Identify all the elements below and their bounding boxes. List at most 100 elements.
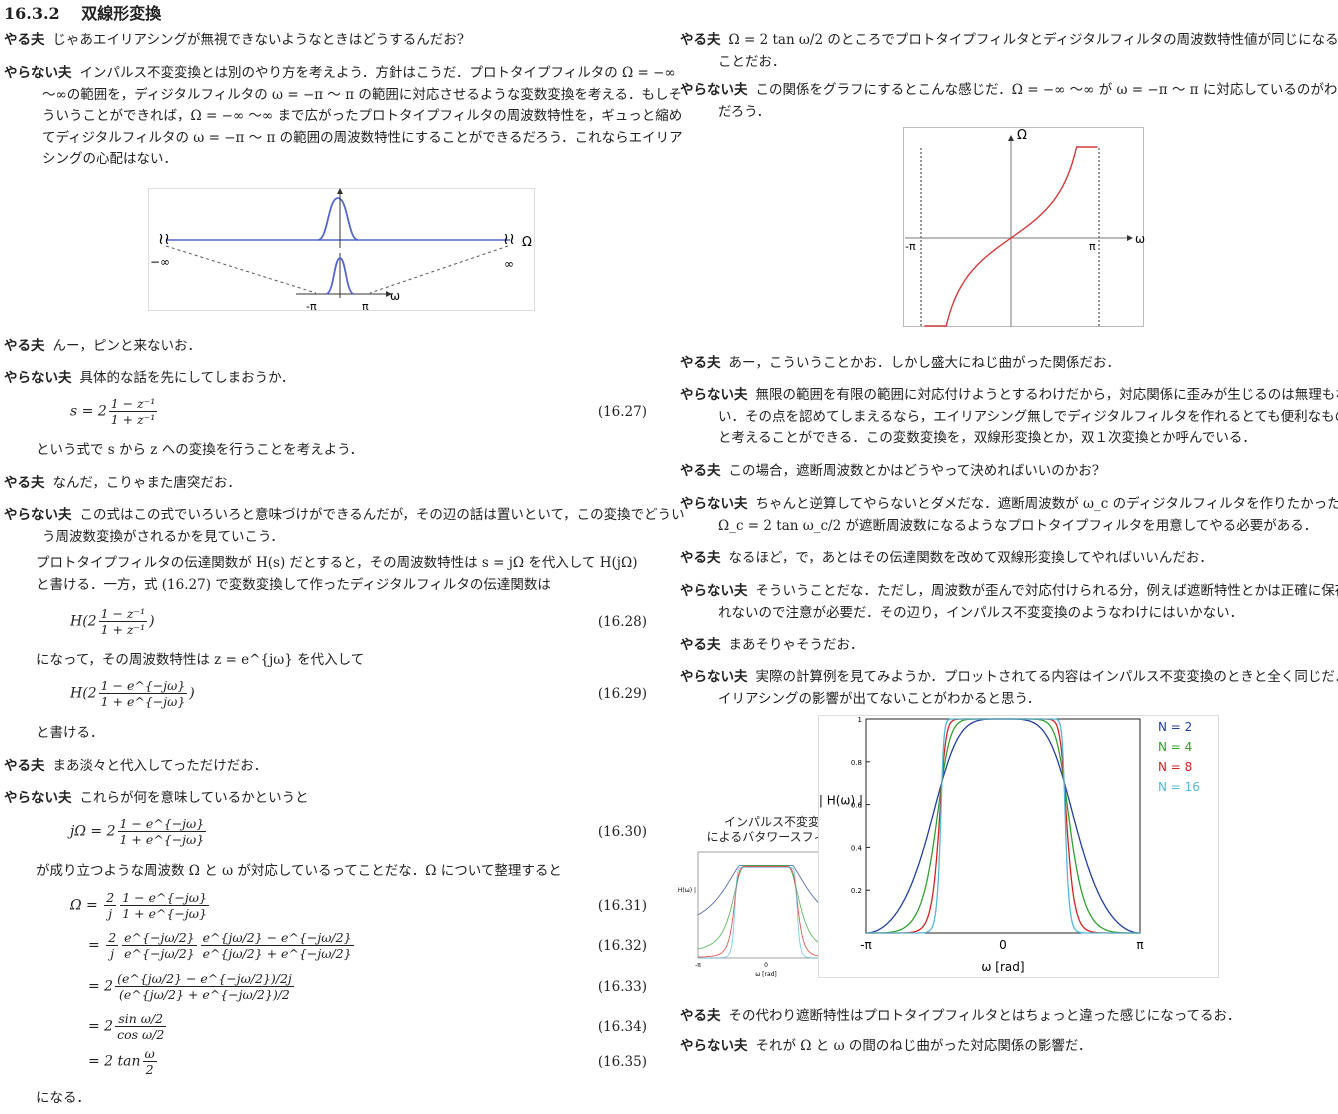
- break-mark: ≀≀: [503, 229, 515, 248]
- label-neg-inf: −∞: [150, 255, 170, 269]
- dialogue-text: この関係をグラフにするとこんな感じだ．Ω = −∞ 〜∞ が ω = −π 〜 …: [718, 82, 1338, 120]
- legend-entry: N = 8: [1158, 760, 1192, 774]
- plot-area: [865, 718, 1141, 934]
- section-title: 双線形変換: [81, 4, 162, 23]
- section-heading: 16.3.2 双線形変換: [4, 0, 161, 24]
- series-line: [697, 866, 835, 958]
- dialogue-text: 実際の計算例を見てみようか．プロットされてる内容はインパルス不変変換のときと全く…: [718, 669, 1338, 707]
- label-omega: ω: [1135, 232, 1145, 246]
- dialogue-line: やらない夫 ちゃんと逆算してやらないとダメだな．遮断周波数が ω_c のディジタル…: [680, 494, 1338, 537]
- speaker-yaranai: やらない夫: [4, 65, 72, 81]
- dialogue-text: そういうことだな．ただし，周波数が歪んで対応付けられる分，例えば遮断特性とかは正…: [718, 583, 1338, 621]
- dialogue-text: じゃあエイリアシングが無視できないようなときはどうするんだお?: [52, 32, 464, 48]
- label-neg-pi: -π: [306, 300, 317, 313]
- equation-16-32: = 2 j e^{−jω/2} e^{−jω/2} e^{jω/2} − e^{−jω/…: [88, 930, 647, 961]
- equation-number: (16.35): [597, 1054, 647, 1070]
- speaker-yaruo: やる夫: [4, 758, 45, 774]
- dialogue-text: まあ淡々と代入してっただけだお．: [52, 758, 268, 774]
- series-line: [697, 865, 835, 950]
- y-tick-label: 0.2: [851, 887, 862, 895]
- dialogue-line: やらない夫 無限の範囲を有限の範囲に対応付けようとするわけだから，対応関係に歪みが…: [680, 385, 1338, 450]
- speaker-yaruo: やる夫: [4, 475, 45, 491]
- dialogue-text: これらが何を意味しているかというと: [79, 790, 309, 806]
- label-omega-cap: Ω: [522, 235, 532, 250]
- speaker-yaranai: やらない夫: [680, 387, 748, 403]
- equation-number: (16.33): [597, 979, 647, 995]
- y-axis-label: | H(ω) |: [819, 794, 863, 808]
- speaker-yaruo: やる夫: [680, 550, 721, 566]
- series-line: [698, 866, 834, 959]
- equation-number: (16.31): [597, 898, 647, 914]
- dialogue-text: Ω = 2 tan ω/2 のところでプロトタイプフィルタとディジタルフィルタの…: [718, 32, 1338, 70]
- dialogue-line: やる夫 Ω = 2 tan ω/2 のところでプロトタイプフィルタとディジタルフィ…: [680, 30, 1338, 73]
- plot-area: [697, 851, 835, 959]
- dialogue-line: やる夫 なるほど，で，あとはその伝達関数を改めて双線形変換してやればいいんだお．: [680, 548, 1338, 570]
- speaker-yaranai: やらない夫: [680, 583, 748, 599]
- speaker-yaruo: やる夫: [4, 32, 45, 48]
- dialogue-text: なんだ，こりゃまた唐突だお．: [52, 475, 241, 491]
- equation-16-29: H(2 1 − e^{−jω} 1 + e^{−jω}) (16.29): [70, 678, 647, 709]
- label-pi: π: [362, 300, 369, 313]
- y-tick-label: 0.8: [851, 759, 862, 767]
- paragraph: という式で s から z への変換を行うことを考えよう．: [36, 442, 364, 458]
- dialogue-line: やる夫 じゃあエイリアシングが無視できないようなときはどうするんだお?: [4, 30, 692, 52]
- equation-number: (16.32): [597, 938, 647, 954]
- label-omega-cap: Ω: [1017, 128, 1027, 143]
- equation-number: (16.34): [597, 1019, 647, 1035]
- dialogue-line: やる夫 あー，こういうことかお．しかし盛大にねじ曲がった関係だお．: [680, 353, 1338, 375]
- label-inf: ∞: [504, 257, 514, 271]
- dialogue-line: やらない夫 そういうことだな．ただし，周波数が歪んで対応付けられる分，例えば遮断特…: [680, 581, 1338, 624]
- dialogue-text: この場合，遮断周波数とかはどうやって決めればいいのかお?: [728, 463, 1100, 479]
- x-tick-label: -π: [860, 938, 872, 952]
- speaker-yaranai: やらない夫: [680, 1038, 748, 1054]
- legend-entry: N = 16: [1158, 780, 1200, 794]
- equation-number: (16.28): [597, 614, 647, 630]
- paragraph: プロトタイプフィルタの伝達関数が H(s) だとすると，その周波数特性は s =…: [36, 555, 638, 593]
- dialogue-text: なるほど，で，あとはその伝達関数を改めて双線形変換してやればいいんだお．: [728, 550, 1213, 566]
- dialogue-line: やらない夫 これらが何を意味しているかというと: [4, 788, 692, 810]
- frequency-mapping-figure: ≀≀ ≀≀ −∞ ∞ Ω ω -π π: [148, 188, 535, 313]
- dialogue-line: やらない夫 この関係をグラフにするとこんな感じだ．Ω = −∞ 〜∞ が ω = …: [680, 80, 1338, 123]
- equation-16-28: H(2 1 − z⁻¹ 1 + z⁻¹) (16.28): [70, 606, 647, 637]
- x-axis-label: ω [rad]: [981, 960, 1024, 974]
- paragraph: が成り立つような周波数 Ω と ω が対応しているってことだな．Ω について整理…: [36, 863, 562, 879]
- speaker-yaranai: やらない夫: [4, 370, 72, 386]
- paragraph: になって，その周波数特性は z = e^{jω} を代入して: [36, 652, 365, 668]
- paragraph: と書ける．: [36, 725, 104, 741]
- dialogue-line: やる夫 んー，ピンと来ないお．: [4, 336, 692, 358]
- dialogue-text: インパルス不変変換とは別のやり方を考えよう．方針はこうだ．プロトタイプフィルタの…: [42, 65, 683, 167]
- dialogue-text: 具体的な話を先にしてしまおうか．: [79, 370, 295, 386]
- paragraph: になる．: [36, 1090, 90, 1106]
- x-tick-label: 0: [764, 962, 768, 969]
- dialogue-line: やる夫 この場合，遮断周波数とかはどうやって決めればいいのかお?: [680, 461, 1338, 483]
- dialogue-line: やらない夫 インパルス不変変換とは別のやり方を考えよう．方針はこうだ．プロトタイプ…: [4, 63, 692, 171]
- speaker-yaranai: やらない夫: [680, 669, 748, 685]
- speaker-yaruo: やる夫: [680, 463, 721, 479]
- x-axis-label: ω [rad]: [755, 971, 777, 978]
- dialogue-text: まあそりゃそうだお．: [728, 637, 864, 653]
- dialogue-line: やる夫 その代わり遮断特性はプロトタイプフィルタとはちょっと違った感じになってるお…: [680, 1006, 1338, 1028]
- y-axis-label: | H(ω) |: [678, 887, 696, 894]
- speaker-yaruo: やる夫: [680, 32, 721, 48]
- speaker-yaruo: やる夫: [680, 1008, 721, 1024]
- series-line: [866, 718, 1140, 934]
- y-tick-label: 1: [858, 716, 862, 724]
- dialogue-line: やらない夫 具体的な話を先にしてしまおうか．: [4, 368, 692, 390]
- bilinear-butterworth-chart: 0.2 0.4 0.6 0.8 1 -π 0 π ω [rad] | H(ω) | N = 2 N =…: [818, 715, 1219, 978]
- speaker-yaranai: やらない夫: [4, 790, 72, 806]
- x-tick-label: 0: [999, 938, 1007, 952]
- dialogue-text: その代わり遮断特性はプロトタイプフィルタとはちょっと違った感じになってるお．: [728, 1008, 1241, 1024]
- dialogue-text: ちゃんと逆算してやらないとダメだな．遮断周波数が ω_c のディジタルフィルタを…: [718, 496, 1338, 534]
- equation-number: (16.27): [597, 404, 647, 420]
- equation-16-35: = 2 tan ω 2 (16.35): [88, 1046, 647, 1077]
- dialogue-text: 無限の範囲を有限の範囲に対応付けようとするわけだから，対応関係に歪みが生じるのは…: [718, 387, 1338, 446]
- x-tick-label: π: [1136, 938, 1143, 952]
- dialogue-line: やらない夫 それが Ω と ω の間のねじ曲がった対応関係の影響だ．: [680, 1036, 1338, 1058]
- speaker-yaranai: やらない夫: [4, 507, 72, 523]
- legend-entry: N = 2: [1158, 720, 1192, 734]
- speaker-yaranai: やらない夫: [680, 496, 748, 512]
- break-mark: ≀≀: [158, 229, 170, 248]
